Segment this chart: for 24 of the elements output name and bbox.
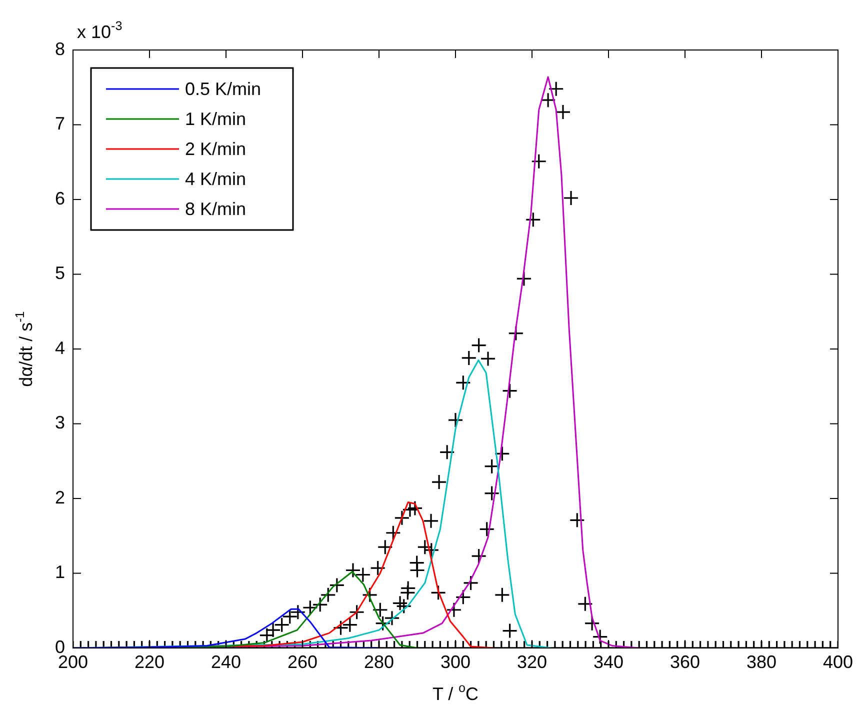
y-tick-label: 5: [54, 263, 65, 284]
y-tick-label: 4: [54, 338, 65, 358]
x-tick-label: 300: [440, 652, 471, 672]
x-tick-label: 340: [593, 652, 624, 672]
x-tick-label: 260: [287, 652, 318, 672]
legend-label: 8 K/min: [185, 198, 246, 219]
x-tick-label: 320: [516, 652, 548, 672]
x-tick-label: 240: [210, 652, 242, 672]
legend-label: 4 K/min: [185, 168, 246, 189]
x-tick-label: 400: [822, 652, 854, 672]
y-tick-label: 8: [54, 38, 65, 59]
y-tick-label: 7: [54, 114, 65, 134]
legend-label: 2 K/min: [185, 138, 246, 159]
x-tick-label: 280: [364, 652, 394, 672]
y-tick-label: 1: [54, 562, 65, 582]
y-tick-label: 2: [54, 487, 65, 508]
x-tick-label: 360: [670, 652, 700, 672]
x-tick-label: 220: [134, 652, 165, 672]
legend-label: 0.5 K/min: [185, 78, 262, 99]
x-tick-label: 380: [746, 652, 777, 672]
y-axis-title: dα/dt / s-1: [12, 311, 36, 387]
y-tick-label: 3: [54, 412, 65, 433]
y-tick-label: 6: [54, 188, 65, 208]
legend-label: 1 K/min: [185, 108, 246, 129]
